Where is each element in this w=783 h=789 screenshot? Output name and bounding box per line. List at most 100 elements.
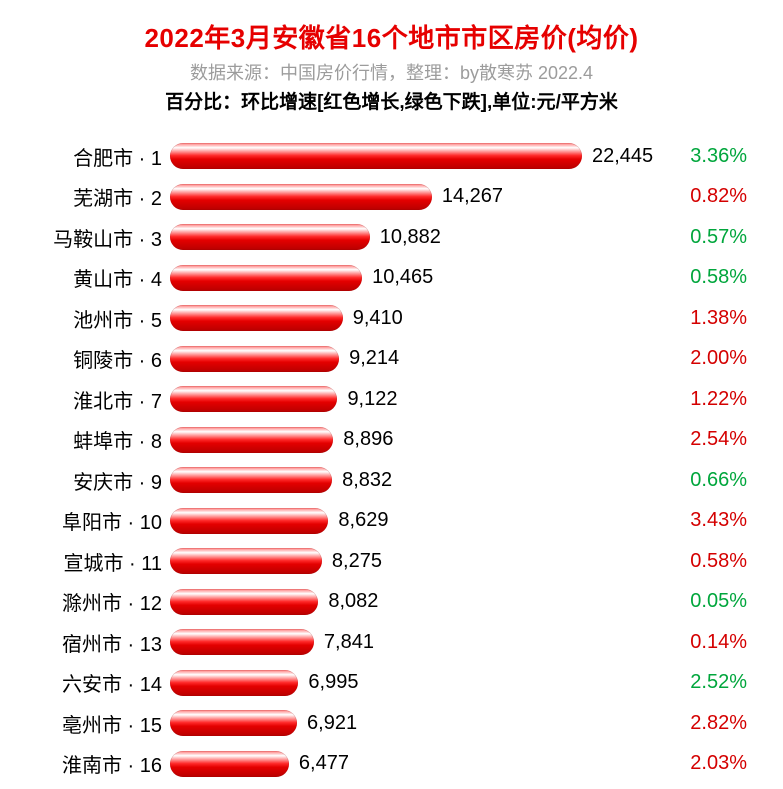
city-label: 池州市 · 5 bbox=[22, 304, 170, 333]
city-label: 黄山市 · 4 bbox=[22, 263, 170, 292]
city-label: 亳州市 · 15 bbox=[22, 709, 170, 738]
pct-label: 3.36% bbox=[653, 145, 765, 168]
pct-label: 2.54% bbox=[582, 428, 765, 451]
chart-row: 铜陵市 · 6 9,214 2.00% bbox=[22, 339, 765, 380]
chart-row: 六安市 · 14 6,995 2.52% bbox=[22, 663, 765, 704]
bar bbox=[170, 751, 289, 777]
bar bbox=[170, 427, 333, 453]
bar bbox=[170, 305, 343, 331]
bar bbox=[170, 346, 339, 372]
city-label: 蚌埠市 · 8 bbox=[22, 425, 170, 454]
bar bbox=[170, 386, 337, 412]
chart-row: 芜湖市 · 2 14,267 0.82% bbox=[22, 177, 765, 218]
chart-row: 黄山市 · 4 10,465 0.58% bbox=[22, 258, 765, 299]
city-label: 淮南市 · 16 bbox=[22, 749, 170, 778]
value-label: 6,995 bbox=[308, 671, 358, 694]
bar bbox=[170, 265, 362, 291]
value-label: 8,082 bbox=[328, 590, 378, 613]
bar-area: 8,896 bbox=[170, 420, 582, 461]
pct-label: 3.43% bbox=[582, 509, 765, 532]
value-label: 14,267 bbox=[442, 185, 503, 208]
value-label: 8,896 bbox=[343, 428, 393, 451]
bar-area: 22,445 bbox=[170, 136, 653, 177]
city-label: 马鞍山市 · 3 bbox=[22, 223, 170, 252]
chart-title: 2022年3月安徽省16个地市市区房价(均价) bbox=[18, 18, 765, 55]
pct-label: 1.22% bbox=[582, 388, 765, 411]
city-label: 安庆市 · 9 bbox=[22, 466, 170, 495]
bar-area: 8,629 bbox=[170, 501, 582, 542]
bar-area: 7,841 bbox=[170, 622, 582, 663]
chart-row: 宿州市 · 13 7,841 0.14% bbox=[22, 622, 765, 663]
pct-label: 0.66% bbox=[582, 469, 765, 492]
bar-area: 8,082 bbox=[170, 582, 582, 623]
chart-legend-note: 百分比：环比增速[红色增长,绿色下跌],单位:元/平方米 bbox=[18, 87, 765, 114]
pct-label: 1.38% bbox=[582, 307, 765, 330]
city-label: 宣城市 · 11 bbox=[22, 547, 170, 576]
chart-row: 蚌埠市 · 8 8,896 2.54% bbox=[22, 420, 765, 461]
city-label: 合肥市 · 1 bbox=[22, 142, 170, 171]
value-label: 7,841 bbox=[324, 631, 374, 654]
city-label: 铜陵市 · 6 bbox=[22, 344, 170, 373]
chart-row: 合肥市 · 1 22,4453.36% bbox=[22, 136, 765, 177]
bar-area: 6,995 bbox=[170, 663, 582, 704]
bar-area: 10,882 bbox=[170, 217, 582, 258]
bar-area: 8,832 bbox=[170, 460, 582, 501]
pct-label: 2.00% bbox=[582, 347, 765, 370]
bar bbox=[170, 629, 314, 655]
city-label: 六安市 · 14 bbox=[22, 668, 170, 697]
chart-row: 淮北市 · 7 9,122 1.22% bbox=[22, 379, 765, 420]
chart-row: 宣城市 · 11 8,275 0.58% bbox=[22, 541, 765, 582]
bar-area: 10,465 bbox=[170, 258, 582, 299]
value-label: 8,629 bbox=[338, 509, 388, 532]
pct-label: 2.82% bbox=[582, 712, 765, 735]
city-label: 宿州市 · 13 bbox=[22, 628, 170, 657]
city-label: 芜湖市 · 2 bbox=[22, 182, 170, 211]
chart-row: 池州市 · 5 9,410 1.38% bbox=[22, 298, 765, 339]
bar-chart: 合肥市 · 1 22,4453.36% 芜湖市 · 2 14,267 0.82% 马鞍山市… bbox=[18, 136, 765, 784]
bar bbox=[170, 548, 322, 574]
bar-area: 9,122 bbox=[170, 379, 582, 420]
pct-label: 0.82% bbox=[582, 185, 765, 208]
chart-row: 亳州市 · 15 6,921 2.82% bbox=[22, 703, 765, 744]
bar-area: 14,267 bbox=[170, 177, 582, 218]
value-label: 9,214 bbox=[349, 347, 399, 370]
value-label: 9,122 bbox=[347, 388, 397, 411]
chart-row: 安庆市 · 98,8320.66% bbox=[22, 460, 765, 501]
bar bbox=[170, 224, 370, 250]
bar bbox=[170, 589, 318, 615]
pct-label: 0.14% bbox=[582, 631, 765, 654]
bar bbox=[170, 710, 297, 736]
pct-label: 2.52% bbox=[582, 671, 765, 694]
value-label: 10,465 bbox=[372, 266, 433, 289]
bar bbox=[170, 184, 432, 210]
city-label: 淮北市 · 7 bbox=[22, 385, 170, 414]
pct-label: 0.58% bbox=[582, 266, 765, 289]
chart-source: 数据来源：中国房价行情，整理：by散寒苏 2022.4 bbox=[18, 59, 765, 85]
city-label: 阜阳市 · 10 bbox=[22, 506, 170, 535]
bar bbox=[170, 467, 332, 493]
bar-area: 6,477 bbox=[170, 744, 582, 785]
value-label: 6,477 bbox=[299, 752, 349, 775]
value-label: 22,445 bbox=[592, 145, 653, 168]
pct-label: 0.05% bbox=[582, 590, 765, 613]
bar bbox=[170, 670, 298, 696]
bar-area: 8,275 bbox=[170, 541, 582, 582]
bar bbox=[170, 508, 328, 534]
bar-area: 9,214 bbox=[170, 339, 582, 380]
value-label: 9,410 bbox=[353, 307, 403, 330]
pct-label: 2.03% bbox=[582, 752, 765, 775]
bar-area: 9,410 bbox=[170, 298, 582, 339]
bar-area: 6,921 bbox=[170, 703, 582, 744]
city-label: 滁州市 · 12 bbox=[22, 587, 170, 616]
chart-row: 马鞍山市 · 3 10,882 0.57% bbox=[22, 217, 765, 258]
chart-container: 2022年3月安徽省16个地市市区房价(均价) 数据来源：中国房价行情，整理：b… bbox=[0, 0, 783, 784]
chart-row: 阜阳市 · 10 8,629 3.43% bbox=[22, 501, 765, 542]
value-label: 10,882 bbox=[380, 226, 441, 249]
bar bbox=[170, 143, 582, 169]
value-label: 6,921 bbox=[307, 712, 357, 735]
chart-row: 滁州市 · 12 8,082 0.05% bbox=[22, 582, 765, 623]
value-label: 8,275 bbox=[332, 550, 382, 573]
pct-label: 0.57% bbox=[582, 226, 765, 249]
chart-row: 淮南市 · 16 6,477 2.03% bbox=[22, 744, 765, 785]
pct-label: 0.58% bbox=[582, 550, 765, 573]
